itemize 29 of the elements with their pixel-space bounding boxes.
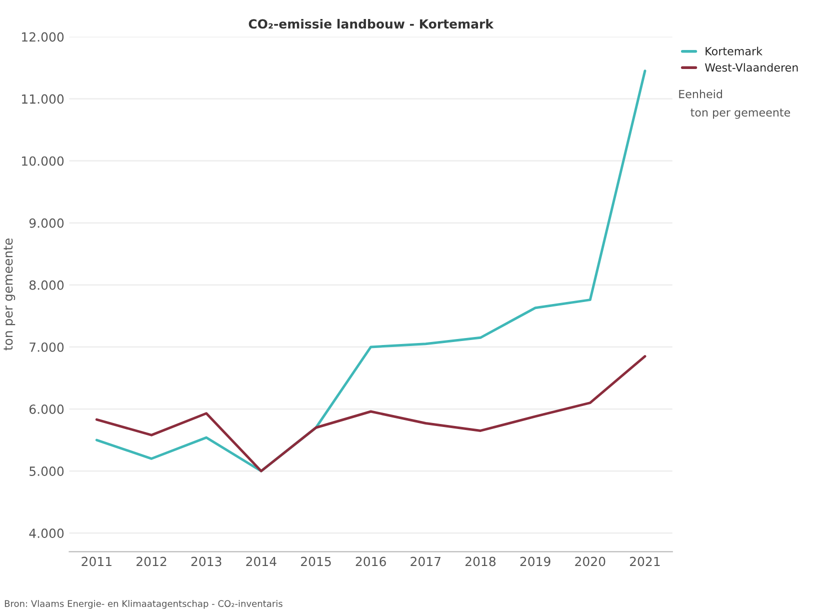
- text: ton per gemeente: [690, 108, 790, 119]
- legend-label: West-Vlaanderen: [704, 63, 798, 72]
- x-tick-label: 2018: [465, 556, 496, 566]
- line-series: [95, 70, 646, 472]
- legend-label: Kortemark: [706, 46, 762, 56]
- x-tick-label: 2020: [575, 556, 606, 566]
- x-tick-label: 2015: [301, 556, 331, 566]
- y-tick-label: 9.000: [29, 218, 64, 228]
- y-tick-label: 4.000: [29, 528, 64, 538]
- x-tick-label: 2021: [630, 556, 660, 566]
- y-tick-label: 6.000: [30, 404, 64, 414]
- y-tick-label: 10.000: [22, 156, 64, 166]
- line-series: [95, 355, 646, 472]
- y-tick-label: 12.000: [22, 32, 64, 42]
- x-tick-label: 2013: [191, 556, 222, 566]
- x-tick-label: 2019: [520, 556, 550, 566]
- x-tick-label: 2012: [136, 556, 166, 566]
- x-tick-label: 2017: [410, 556, 440, 566]
- chart-title: CO₂-emissie landbouw - Kortemark: [248, 18, 494, 29]
- x-tick-label: 2016: [356, 556, 386, 566]
- y-tick-label: 5.000: [30, 466, 64, 476]
- y-tick-label: 11.000: [22, 94, 64, 104]
- y-tick-label: 7.000: [30, 342, 64, 352]
- text: Bron: Vlaams Energie- en Klimaatagentschap - CO₂-inventaris: [4, 600, 282, 609]
- y-axis-title: ton per gemeente: [4, 238, 16, 350]
- y-tick-label: 8.000: [29, 280, 64, 290]
- text: Eenheid: [679, 90, 722, 98]
- x-tick-label: 2011: [82, 556, 112, 566]
- x-tick-label: 2014: [246, 556, 276, 566]
